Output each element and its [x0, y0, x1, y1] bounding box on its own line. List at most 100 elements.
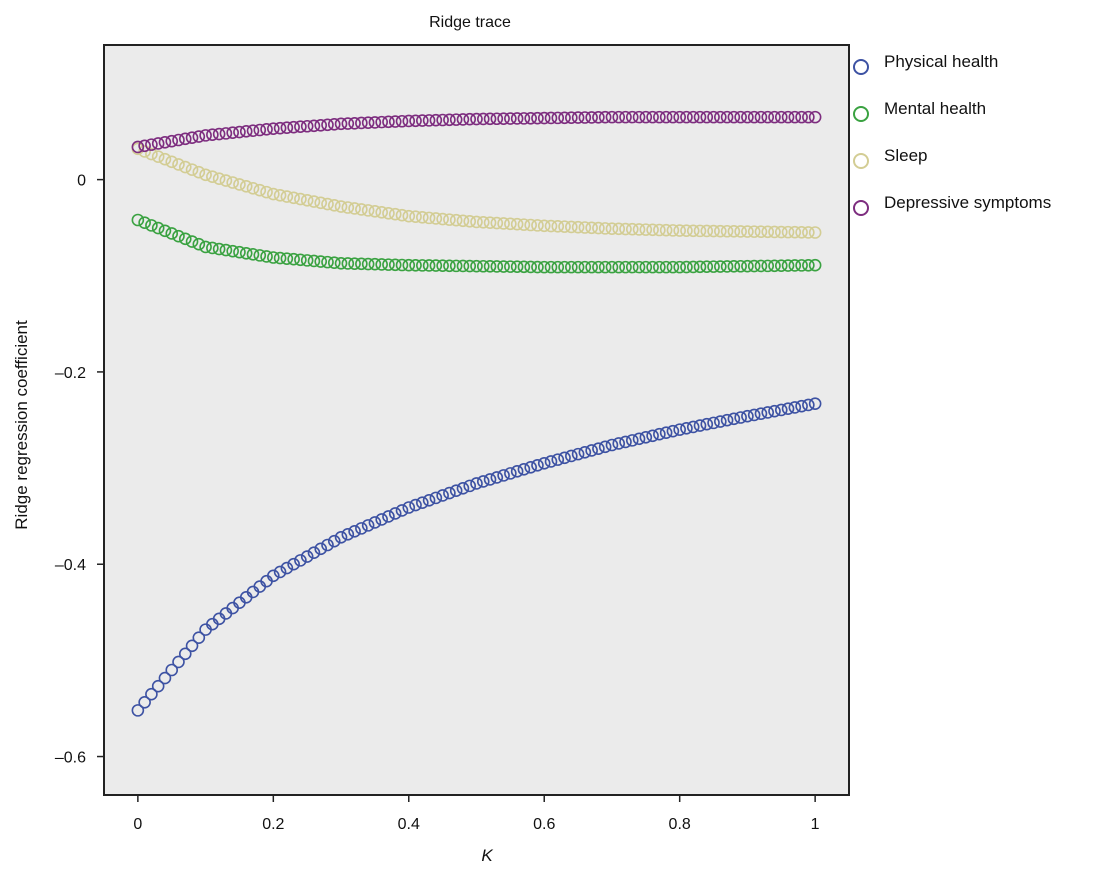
data-point — [625, 110, 639, 124]
data-point — [551, 111, 565, 125]
data-point — [151, 221, 165, 235]
data-point — [321, 197, 334, 211]
data-point — [537, 260, 551, 274]
data-point — [592, 260, 605, 274]
data-point — [524, 260, 537, 274]
data-point — [700, 110, 714, 124]
data-point — [463, 479, 477, 493]
data-point — [659, 426, 673, 439]
data-point — [578, 111, 592, 124]
data-point — [314, 118, 328, 132]
data-point — [504, 217, 517, 231]
data-point — [334, 256, 348, 270]
data-point — [456, 113, 470, 126]
data-point — [185, 235, 199, 248]
data-point — [382, 115, 395, 129]
data-point — [260, 185, 273, 199]
data-point — [666, 424, 680, 438]
data-point — [517, 260, 531, 274]
data-point — [361, 204, 375, 217]
data-point — [463, 112, 477, 126]
data-point — [585, 444, 598, 457]
data-point — [199, 168, 212, 182]
data-point — [449, 259, 463, 273]
data-point — [619, 110, 632, 124]
data-point — [273, 121, 287, 135]
data-point — [537, 456, 551, 470]
data-point — [206, 128, 219, 142]
data-point — [409, 498, 422, 512]
data-point — [490, 260, 504, 273]
data-point — [734, 110, 747, 124]
data-point — [368, 257, 382, 271]
legend-marker-icon — [853, 106, 869, 122]
data-point — [287, 120, 300, 134]
data-point — [409, 114, 422, 128]
data-point — [795, 399, 808, 413]
data-point — [707, 416, 720, 430]
data-point — [714, 415, 727, 428]
legend-label: Physical health — [884, 52, 999, 71]
data-point — [273, 565, 287, 579]
y-tick-label: –0.2 — [55, 365, 86, 382]
data-point — [267, 251, 280, 264]
data-point — [470, 112, 483, 126]
data-point — [551, 453, 565, 466]
data-point — [802, 110, 815, 124]
data-point — [388, 207, 402, 221]
data-point — [456, 214, 470, 228]
data-point — [565, 449, 578, 463]
data-point — [768, 404, 781, 418]
data-point — [368, 516, 382, 529]
data-point — [558, 451, 571, 465]
data-point — [178, 132, 192, 146]
data-point — [456, 259, 470, 273]
data-point — [714, 110, 727, 124]
data-point — [537, 111, 551, 125]
data-point — [625, 260, 639, 274]
data-point — [686, 260, 700, 274]
data-point — [158, 224, 172, 238]
series-sleep — [131, 142, 822, 239]
data-point — [321, 538, 334, 552]
data-point — [192, 237, 206, 251]
data-point — [592, 221, 605, 235]
data-point — [605, 110, 619, 124]
data-point — [686, 420, 700, 434]
data-point — [781, 402, 795, 415]
data-point — [429, 491, 443, 505]
data-point — [449, 484, 463, 497]
data-point — [327, 534, 341, 548]
data-point — [808, 397, 822, 410]
data-point — [632, 260, 646, 274]
chart-title: Ridge trace — [429, 14, 511, 31]
legend-marker-icon — [853, 153, 869, 169]
data-point — [605, 260, 619, 274]
data-point — [165, 227, 179, 240]
data-point — [639, 260, 653, 274]
data-point — [544, 219, 558, 233]
data-point — [537, 219, 551, 233]
data-point — [429, 259, 443, 272]
x-axis-label: K — [481, 846, 493, 865]
data-point — [341, 201, 355, 214]
data-point — [253, 183, 267, 197]
data-point — [131, 704, 145, 717]
data-point — [510, 465, 524, 478]
data-point — [456, 481, 470, 495]
data-point — [158, 671, 172, 685]
data-point — [686, 110, 700, 124]
data-point — [808, 226, 822, 239]
data-point — [334, 117, 348, 131]
data-point — [185, 163, 199, 176]
x-tick-label: 1 — [811, 816, 820, 833]
data-point — [524, 111, 537, 125]
data-point — [612, 260, 626, 274]
data-point — [321, 118, 334, 132]
data-point — [436, 113, 449, 127]
data-point — [693, 110, 707, 124]
data-point — [497, 217, 510, 230]
series-mental-health — [131, 213, 822, 274]
y-axis: 0 –0.2 –0.4 –0.6 — [55, 173, 104, 767]
data-point — [260, 123, 273, 136]
